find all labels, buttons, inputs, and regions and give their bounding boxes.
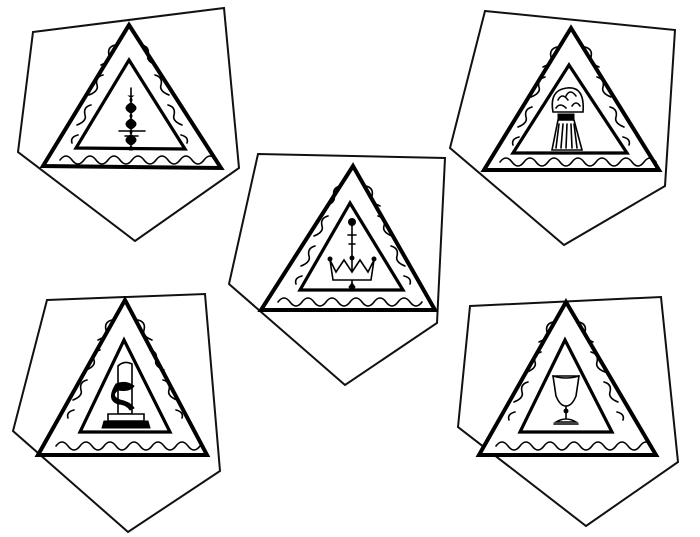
scroll-border <box>277 185 423 307</box>
emblem-panel-wheat-sheaf <box>448 9 677 247</box>
emblem-panel-twisted-column <box>16 6 241 243</box>
scroll-border <box>499 46 657 167</box>
serpent-column-icon <box>101 361 151 429</box>
emblem-panel-chalice <box>456 295 680 528</box>
emblem-panel-serpent-column <box>11 292 222 534</box>
scroll-border <box>59 44 217 165</box>
scroll-border <box>495 321 653 451</box>
chalice-icon <box>552 375 580 425</box>
crown-scepter-icon <box>327 218 377 292</box>
wheat-sheaf-icon <box>551 87 584 151</box>
scroll-border <box>55 319 201 451</box>
emblem-panel-crown-scepter <box>227 152 447 387</box>
twisted-column-icon <box>118 87 146 151</box>
